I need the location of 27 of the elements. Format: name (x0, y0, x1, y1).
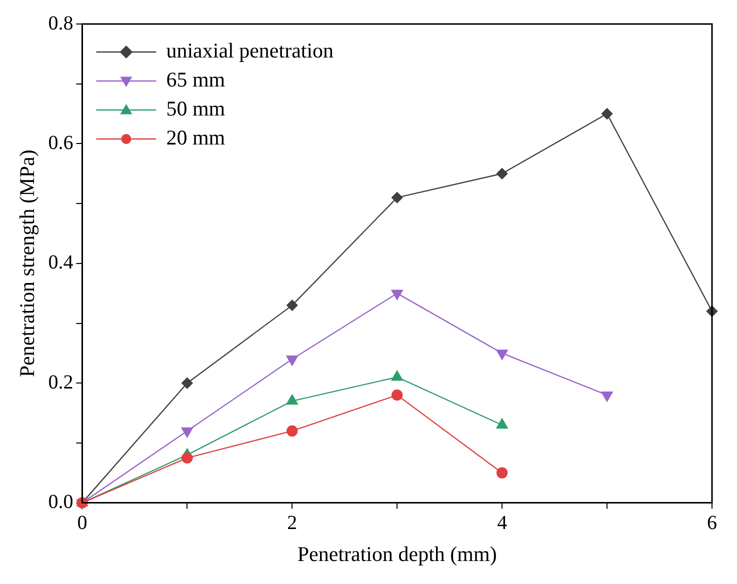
y-tick-label: 0.6 (48, 132, 74, 154)
point (601, 108, 613, 120)
y-axis-title: Penetration strength (MPa) (15, 150, 40, 378)
point (286, 394, 298, 405)
x-tick-label: 0 (77, 512, 88, 534)
point (182, 378, 193, 389)
y-tick-label: 0.2 (48, 371, 74, 394)
point (286, 300, 298, 311)
point (391, 370, 403, 381)
point (182, 452, 193, 464)
y-tick-label: 0.4 (48, 252, 74, 274)
legend-label: uniaxial penetration (166, 38, 334, 63)
point (496, 168, 508, 180)
x-tick-label: 2 (287, 512, 298, 534)
point (496, 418, 508, 429)
legend-label: 20 mm (166, 126, 226, 150)
x-axis-title: Penetration depth (mm) (297, 542, 497, 566)
text: 0.0 (48, 491, 74, 514)
legend-label: 65 mm (166, 68, 226, 92)
legend-label: 50 mm (166, 96, 226, 121)
x-tick-label: 6 (707, 512, 717, 534)
point (496, 467, 508, 478)
point (392, 192, 403, 204)
point (392, 389, 403, 401)
y-tick-label: 0.8 (48, 12, 74, 34)
point (286, 425, 298, 437)
x-tick-label: 4 (497, 512, 508, 534)
